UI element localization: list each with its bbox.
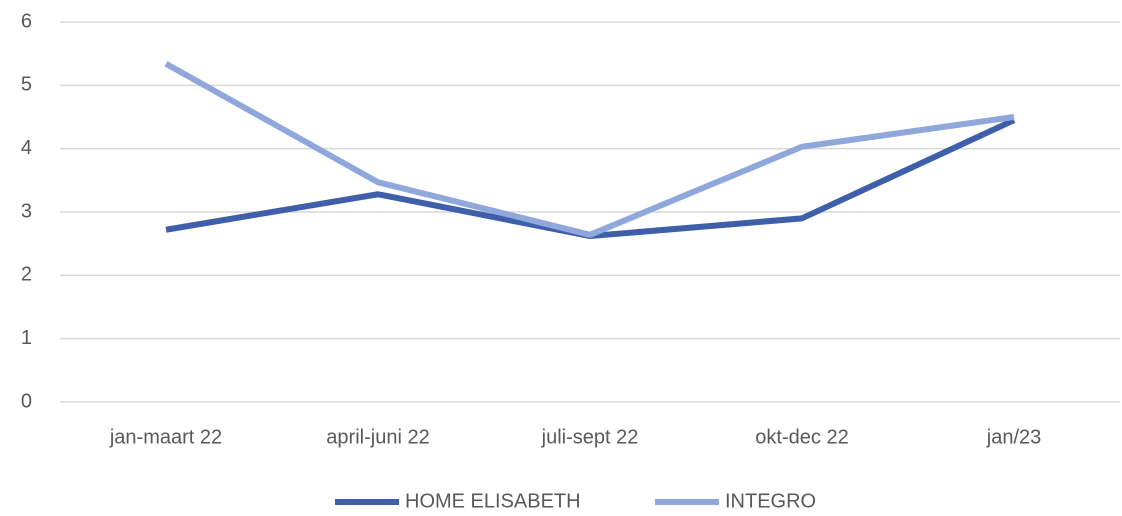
- x-tick-label: juli-sept 22: [541, 426, 639, 448]
- legend-label: HOME ELISABETH: [405, 490, 581, 512]
- y-tick-label: 6: [21, 10, 32, 32]
- y-tick-label: 1: [21, 327, 32, 349]
- x-tick-label: okt-dec 22: [755, 426, 848, 448]
- y-tick-label: 3: [21, 200, 32, 222]
- x-tick-label: jan/23: [986, 426, 1042, 448]
- legend-label: INTEGRO: [725, 490, 816, 512]
- x-tick-label: jan-maart 22: [109, 426, 222, 448]
- y-tick-label: 5: [21, 74, 32, 96]
- line-series: [164, 61, 1015, 238]
- y-tick-label: 4: [21, 137, 32, 159]
- y-tick-label: 2: [21, 264, 32, 286]
- y-tick-label: 0: [21, 390, 32, 412]
- x-tick-label: april-juni 22: [326, 426, 429, 448]
